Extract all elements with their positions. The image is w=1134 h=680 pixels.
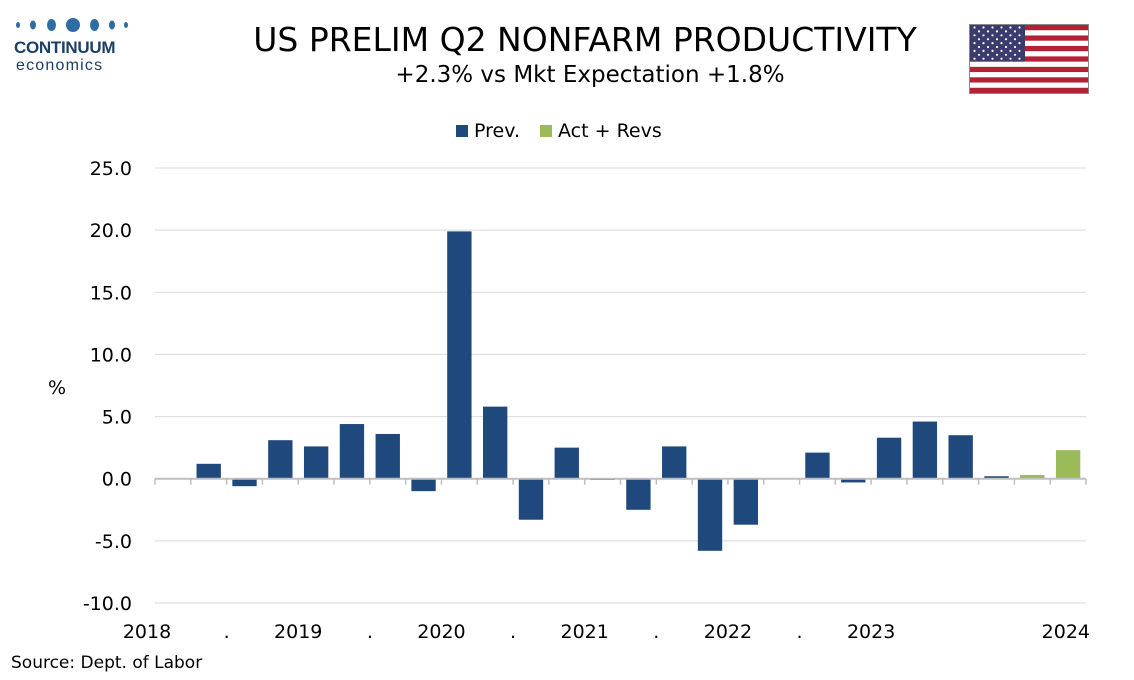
x-tick-label: . <box>224 621 230 643</box>
bar-act-2024Q2 <box>1055 450 1081 479</box>
bar-prev-2023Q2 <box>912 421 938 479</box>
x-tick-label: 2024 <box>1042 621 1090 643</box>
y-axis-label: % <box>48 377 66 399</box>
y-tick-label: 25.0 <box>90 158 132 180</box>
x-axis-ticks: 2018. 2019. 2020. 2021. 2022. 2023 2024 <box>123 621 1090 643</box>
bar-prev-2021Q3 <box>662 446 687 479</box>
x-tick-label: . <box>797 621 803 643</box>
chart-legend: Prev. Act + Revs <box>456 120 682 142</box>
bar-prev-2019Q1 <box>303 446 329 479</box>
bar-prev-2018Q2 <box>196 463 221 479</box>
x-tick-label: . <box>367 621 373 643</box>
bar-act-2024Q1 <box>1020 474 1045 479</box>
us-flag-icon <box>969 24 1089 94</box>
y-tick-label: 15.0 <box>90 282 132 304</box>
x-tick-label: 2022 <box>704 621 752 643</box>
bar-prev-2020Q4 <box>554 447 579 479</box>
legend-label-act: Act + Revs <box>558 120 662 142</box>
logo-subtitle: economics <box>16 57 104 74</box>
bar-prev-2022Q1 <box>733 478 759 525</box>
grid-lines <box>155 167 1086 604</box>
x-tick-label: 2021 <box>561 621 609 643</box>
y-tick-label: 10.0 <box>90 344 132 366</box>
bar-prev-2018Q4 <box>268 440 293 479</box>
bar-prev-2018Q3 <box>232 478 257 487</box>
bar-prev-2020Q3 <box>518 478 544 520</box>
y-axis-ticks: 25.0 20.0 15.0 10.0 5.0 0.0 -5.0 -10.0 <box>83 158 132 615</box>
bar-prev-2021Q2 <box>626 478 651 510</box>
x-tick-label: 2018 <box>123 621 171 643</box>
bar-prev-2023Q4 <box>984 476 1009 479</box>
legend-item-prev: Prev. <box>456 120 520 142</box>
bar-prev-2019Q2 <box>339 424 365 479</box>
logo-wordmark: CONTINUUM <box>14 38 116 57</box>
bar-prev-2019Q3 <box>375 433 400 479</box>
bar-prev-2019Q4 <box>411 478 436 492</box>
x-tick-label: . <box>653 621 659 643</box>
legend-item-act: Act + Revs <box>540 120 662 142</box>
legend-swatch-act <box>540 125 553 137</box>
x-tick-label: 2020 <box>417 621 465 643</box>
logo-dots-icon <box>14 14 134 36</box>
y-tick-label: 20.0 <box>90 220 132 242</box>
zero-axis <box>154 477 1087 485</box>
bar-prev-2021Q4 <box>697 478 723 551</box>
x-tick-label: 2023 <box>847 621 895 643</box>
bar-prev-2023Q3 <box>948 435 973 479</box>
y-tick-label: 0.0 <box>102 469 132 491</box>
legend-swatch-prev <box>456 125 468 137</box>
legend-label-prev: Prev. <box>474 120 521 142</box>
bar-prev-2020Q2 <box>482 406 508 479</box>
x-tick-label: 2019 <box>274 621 322 643</box>
bar-prev-2023Q1 <box>876 437 902 479</box>
chart-title: US PRELIM Q2 NONFARM PRODUCTIVITY <box>253 20 917 59</box>
continuum-logo: CONTINUUM economics <box>14 14 134 76</box>
y-tick-label: -10.0 <box>83 593 132 615</box>
bars <box>196 231 1081 551</box>
y-tick-label: -5.0 <box>95 531 132 553</box>
x-tick-label: . <box>510 621 516 643</box>
bar-prev-2022Q3 <box>805 452 830 479</box>
source-note: Source: Dept. of Labor <box>11 653 203 673</box>
y-tick-label: 5.0 <box>102 407 132 429</box>
chart-subtitle: +2.3% vs Mkt Expectation +1.8% <box>395 62 785 88</box>
bar-prev-2022Q4 <box>841 478 866 483</box>
bar-prev-2020Q1 <box>447 231 472 479</box>
